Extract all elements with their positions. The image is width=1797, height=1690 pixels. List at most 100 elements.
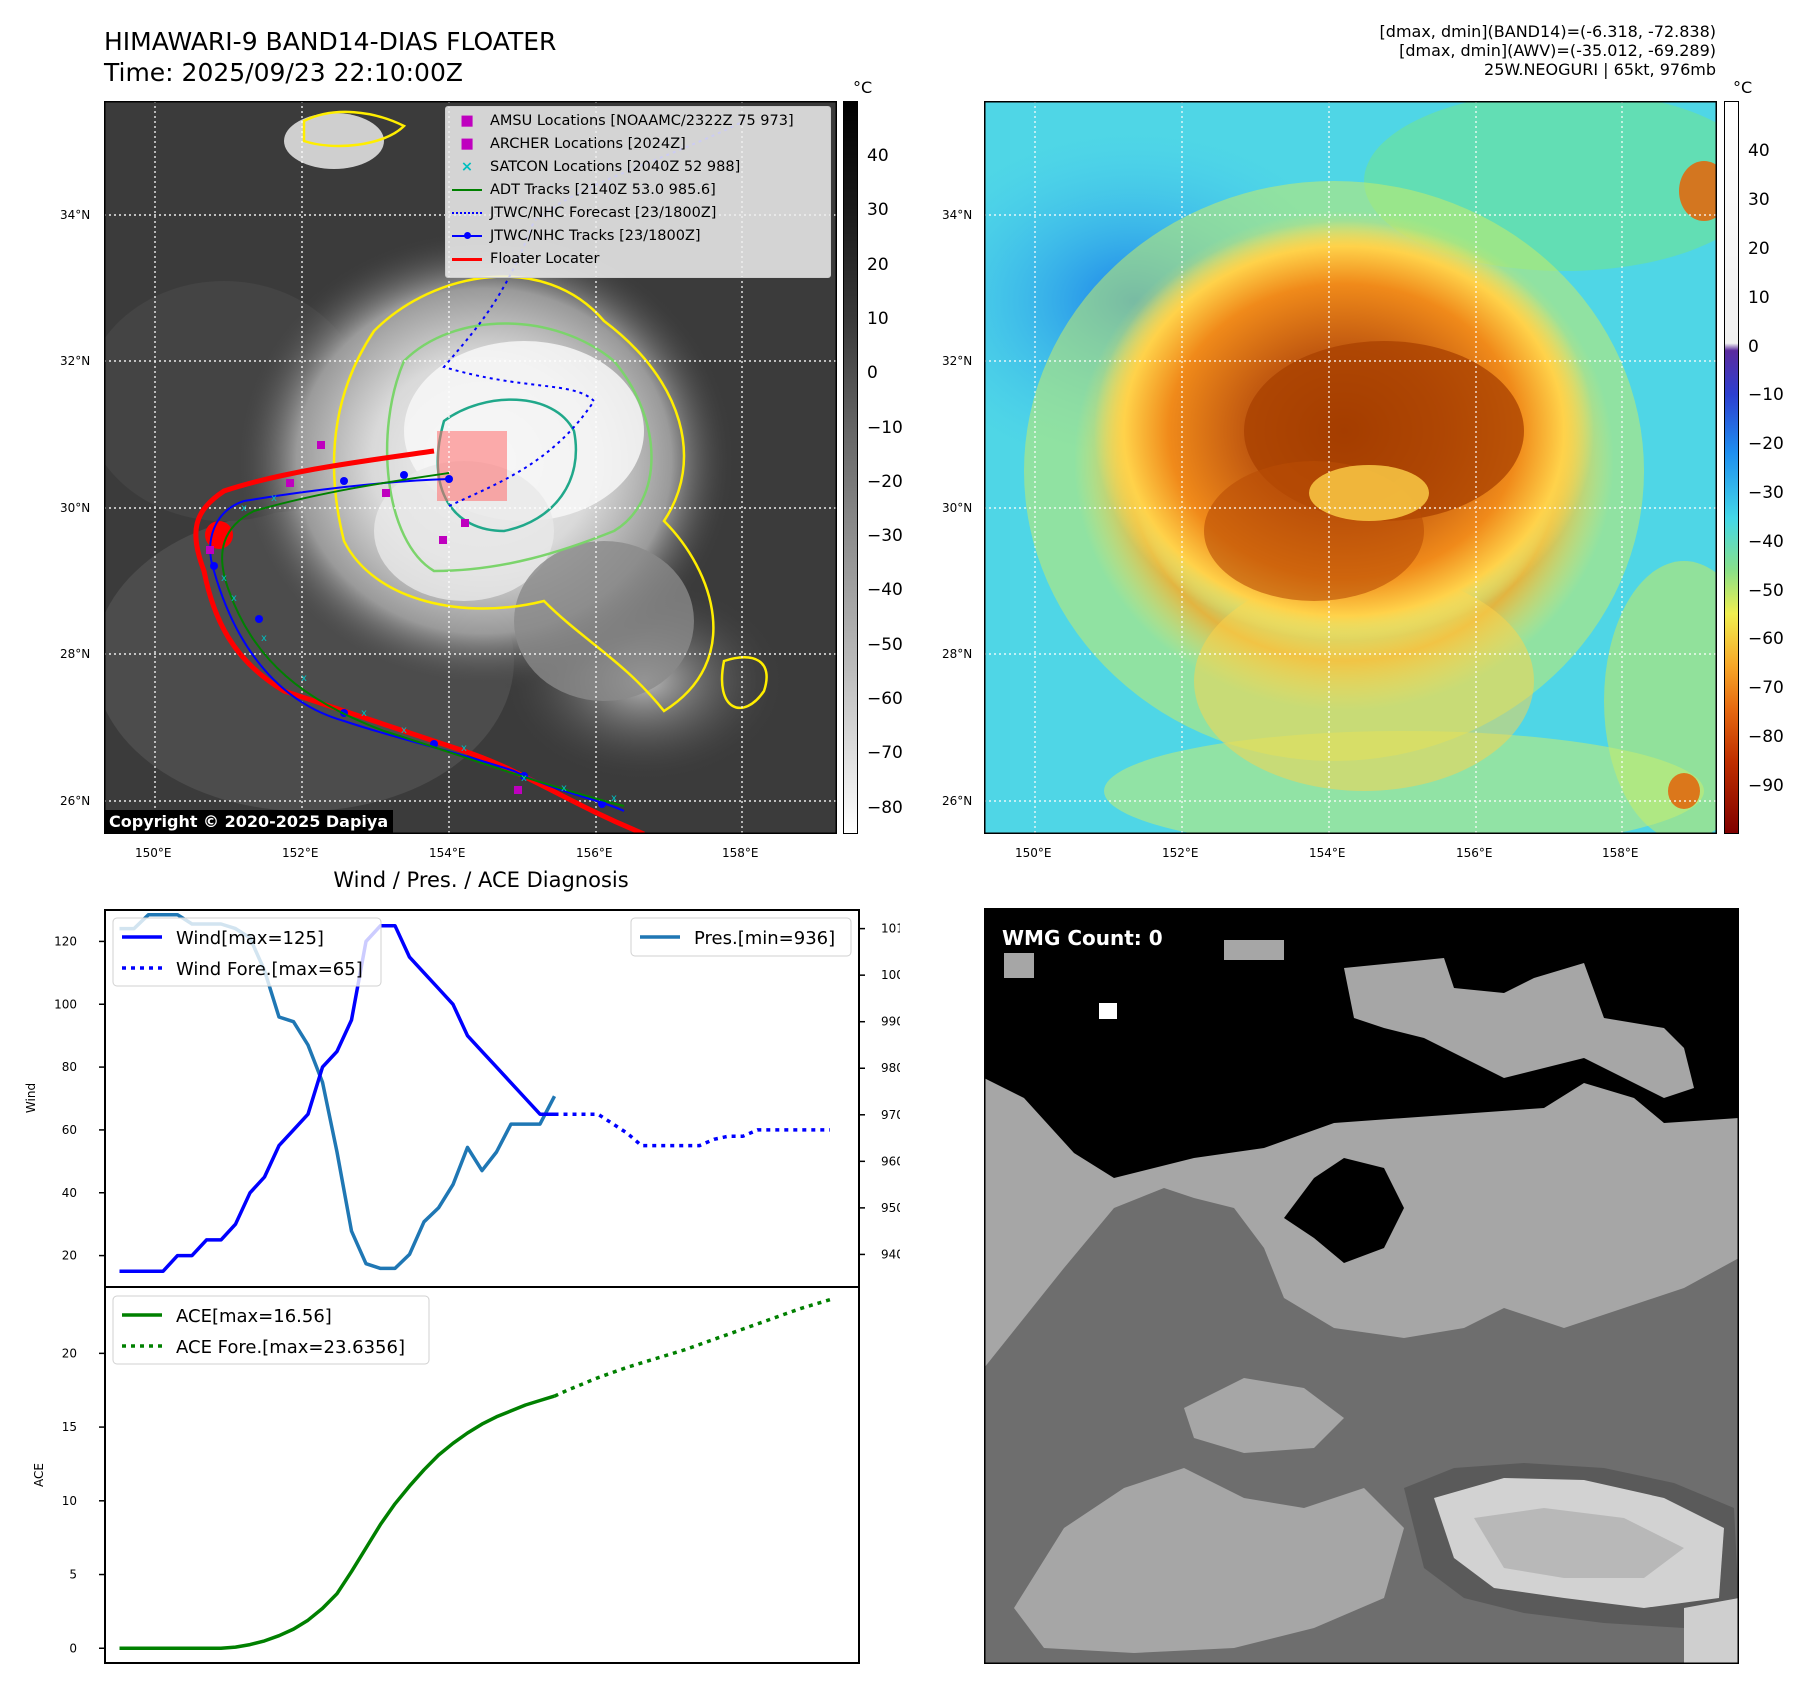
legend-label-satcon: SATCON Locations [2040Z 52 988]	[490, 159, 741, 175]
diagnosis-chart: Wind / Pres. / ACE Diagnosis Wind Pressu…	[24, 868, 900, 1664]
colorbar-tick: −10	[1748, 385, 1784, 405]
wind-tick-label: 40	[62, 1186, 77, 1200]
colorbar-tick: −60	[1748, 629, 1784, 649]
legend-label-forecast: JTWC/NHC Forecast [23/1800Z]	[490, 205, 717, 221]
lon-label: 156°E	[576, 846, 613, 860]
colorbar-tick: −70	[867, 743, 903, 763]
colorbar-tick: −30	[1748, 483, 1784, 503]
legend-marker-tracks	[452, 232, 482, 239]
colorbar-right	[1724, 101, 1739, 834]
colorbar-tick: −20	[1748, 434, 1784, 454]
legend-marker-amsu: ■	[460, 113, 474, 129]
svg-text:x: x	[241, 503, 247, 514]
ace-series-line	[119, 1394, 556, 1651]
wmg-count-label: WMG Count: 0	[1002, 926, 1163, 950]
lat-label: 30°N	[60, 501, 91, 515]
legend-item-satcon: × SATCON Locations [2040Z 52 988]	[452, 156, 740, 179]
map-legend: ■ AMSU Locations [NOAAMC/2322Z 75 973] ■ A…	[445, 106, 831, 278]
top-right-header: [dmax, dmin](BAND14)=(-6.318, -72.838) […	[1116, 22, 1716, 79]
awv-range: [dmax, dmin](AWV)=(-35.012, -69.289)	[1399, 41, 1716, 60]
lat-label: 28°N	[60, 647, 91, 661]
colorbar-tick: −50	[867, 635, 903, 655]
ace-tick-label: 5	[69, 1568, 77, 1582]
lon-label: 152°E	[282, 846, 319, 860]
copyright-label: Copyright © 2020-2025 Dapiya	[104, 810, 394, 833]
legend-marker-floater	[452, 257, 482, 261]
legend-label-archer: ARCHER Locations [2024Z]	[490, 136, 686, 152]
legend-label-amsu: AMSU Locations [NOAAMC/2322Z 75 973]	[490, 113, 794, 129]
colorbar-tick: −90	[1748, 776, 1784, 796]
svg-text:x: x	[461, 743, 467, 754]
wind-axis-label: Wind	[24, 1083, 38, 1113]
colorbar-tick: −30	[867, 526, 903, 546]
legend-marker-forecast	[452, 212, 482, 214]
colorbar-tick: 30	[1748, 190, 1770, 210]
legend-item-adt: ADT Tracks [2140Z 53.0 985.6]	[452, 179, 716, 202]
pressure-tick-label: 970	[881, 1108, 900, 1122]
legend-marker-satcon: ×	[460, 159, 474, 175]
colorbar-unit-left: °C	[853, 78, 873, 97]
svg-text:x: x	[231, 593, 237, 604]
wind-tick-label: 120	[54, 934, 77, 948]
pressure-tick-label: 940	[881, 1247, 900, 1261]
satellite-title: HIMAWARI-9 BAND14-DIAS FLOATER	[104, 27, 557, 56]
legend-item-tracks: JTWC/NHC Tracks [23/1800Z]	[452, 225, 701, 248]
lat-label: 34°N	[942, 208, 973, 222]
ace-tick-label: 20	[62, 1346, 77, 1360]
legend-marker-archer: ■	[460, 136, 474, 152]
legend-ace: ACE[max=16.56] ACE Fore.[max=23.6356]	[112, 1295, 430, 1365]
legend-item-amsu: ■ AMSU Locations [NOAAMC/2322Z 75 973]	[452, 110, 794, 133]
wind-tick-label: 80	[62, 1060, 77, 1074]
legend-label-pressure: Pres.[min=936]	[694, 928, 835, 949]
colorbar-tick: 20	[867, 255, 889, 275]
wind-tick-label: 100	[54, 997, 77, 1011]
ace-panel	[104, 1286, 860, 1664]
colorbar-tick: −10	[867, 418, 903, 438]
ace-tick-label: 10	[62, 1494, 77, 1508]
time-label: Time: 2025/09/23 22:10:00Z	[104, 58, 463, 87]
colorbar-tick: 0	[1748, 337, 1759, 357]
ace-tick-label: 0	[69, 1641, 77, 1655]
lat-label: 32°N	[60, 354, 91, 368]
legend-pressure: Pres.[min=936]	[630, 917, 852, 957]
lat-label: 26°N	[60, 794, 91, 808]
legend-label-ace: ACE[max=16.56]	[176, 1306, 332, 1327]
pressure-tick-label: 990	[881, 1015, 900, 1029]
lon-label: 158°E	[722, 846, 759, 860]
colorbar-tick: 40	[1748, 141, 1770, 161]
colorbar-tick: −80	[1748, 727, 1784, 747]
legend-item-forecast: JTWC/NHC Forecast [23/1800Z]	[452, 202, 716, 225]
colorbar-tick: 10	[867, 309, 889, 329]
colorbar-tick: 10	[1748, 288, 1770, 308]
colorbar-tick: 0	[867, 363, 878, 383]
svg-text:x: x	[271, 493, 277, 504]
colorbar-left	[843, 101, 858, 834]
legend-label-tracks: JTWC/NHC Tracks [23/1800Z]	[490, 228, 701, 244]
colorbar-tick: 30	[867, 200, 889, 220]
ace-forecast-series-line	[553, 1298, 831, 1398]
legend-label-wind: Wind[max=125]	[176, 928, 324, 949]
pressure-tick-label: 960	[881, 1154, 900, 1168]
colorbar-unit-right: °C	[1733, 78, 1753, 97]
lon-label: 154°E	[1309, 846, 1346, 860]
legend-label-floater: Floater Locater	[490, 251, 600, 267]
lon-label: 154°E	[429, 846, 466, 860]
colorbar-tick: −40	[867, 580, 903, 600]
legend-label-wind-forecast: Wind Fore.[max=65]	[176, 959, 363, 980]
legend-item-archer: ■ ARCHER Locations [2024Z]	[452, 133, 686, 156]
lat-label: 34°N	[60, 208, 91, 222]
legend-item-floater: Floater Locater	[452, 248, 599, 271]
wind-forecast-series-line	[554, 1112, 830, 1148]
lon-label: 158°E	[1602, 846, 1639, 860]
lat-label: 26°N	[942, 794, 973, 808]
legend-label-ace-forecast: ACE Fore.[max=23.6356]	[176, 1337, 405, 1358]
pressure-tick-label: 950	[881, 1201, 900, 1215]
awv-map	[984, 101, 1717, 834]
svg-text:x: x	[261, 633, 267, 644]
legend-label-adt: ADT Tracks [2140Z 53.0 985.6]	[490, 182, 716, 198]
wind-series-line	[119, 923, 555, 1274]
colorbar-tick: −80	[867, 798, 903, 818]
svg-text:x: x	[401, 725, 407, 736]
storm-label: 25W.NEOGURI | 65kt, 976mb	[1484, 60, 1716, 79]
